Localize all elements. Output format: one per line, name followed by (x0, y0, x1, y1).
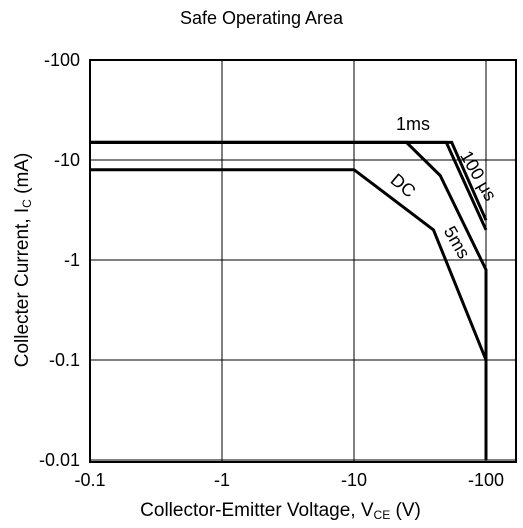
series-lines (90, 140, 488, 460)
y-axis-label: Collecter Current, IC (mA) (12, 152, 34, 368)
series-line-5ms (90, 140, 488, 460)
series-line-1ms (90, 140, 488, 231)
grid-lines (90, 60, 516, 462)
y-tick-label: -1 (64, 250, 80, 270)
x-axis-label: Collector-Emitter Voltage, VCE (V) (140, 500, 421, 522)
x-tick-label: -1 (214, 470, 230, 490)
chart-title: Safe Operating Area (179, 8, 344, 28)
x-tick-label: -0.1 (74, 470, 105, 490)
y-tick-label: -10 (54, 150, 80, 170)
plot-area-frame (89, 59, 517, 463)
curve-label: 1ms (396, 114, 430, 134)
y-tick-label: -0.1 (49, 350, 80, 370)
y-tick-label: -100 (44, 50, 80, 70)
x-tick-label: -100 (468, 470, 504, 490)
y-tick-label: -0.01 (39, 450, 80, 470)
series-line-dc (90, 168, 488, 460)
tick-labels: -0.1 -1 -10 -100-100-10-1-0.1-0.01 (39, 50, 504, 490)
series-line-100s (90, 140, 488, 221)
x-tick-label: -10 (341, 470, 367, 490)
